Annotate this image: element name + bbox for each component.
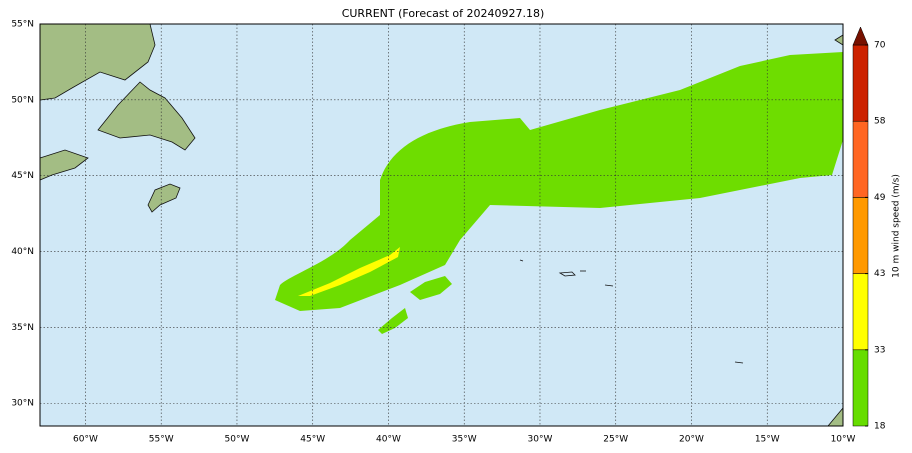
map-frame [39, 23, 844, 427]
y-tick-label: 40°N [11, 247, 34, 257]
y-tick-label: 35°N [11, 323, 34, 333]
x-tick-label: 50°W [225, 435, 250, 445]
y-tick-label: 55°N [11, 20, 34, 30]
y-tick-label: 30°N [11, 399, 34, 409]
colorbar-segment [852, 349, 869, 427]
islands [519, 259, 744, 364]
colorbar-segment [852, 197, 869, 274]
colorbar-extension [852, 26, 869, 46]
colorbar-tick-label: 49 [874, 193, 886, 203]
colorbar-tick-label: 43 [874, 269, 885, 279]
colorbar-tick-label: 70 [874, 41, 886, 51]
colorbar: 18 33 43 49 58 70 [852, 26, 886, 432]
y-tick-label: 50°N [11, 95, 34, 105]
x-tick-label: 35°W [452, 435, 477, 445]
x-tick-label: 45°W [300, 435, 325, 445]
title: CURRENT (Forecast of 20240927.18) [342, 7, 545, 20]
map-area [39, 23, 844, 427]
x-tick-label: 30°W [528, 435, 553, 445]
colorbar-segment [852, 273, 869, 351]
x-tick-label: 15°W [755, 435, 780, 445]
wind-area [275, 52, 843, 334]
x-tick-label: 40°W [376, 435, 401, 445]
colorbar-segment [852, 44, 869, 122]
colorbar-segment [852, 120, 869, 198]
colorbar-tick-label: 18 [874, 422, 886, 432]
x-tick-label: 25°W [603, 435, 628, 445]
colorbar-tick-label: 58 [874, 117, 886, 127]
x-tick-label: 55°W [149, 435, 174, 445]
y-tick-label: 45°N [11, 171, 34, 181]
land [39, 23, 844, 427]
grid [40, 23, 844, 426]
colorbar-label: 10 m wind speed (m/s) [892, 174, 902, 278]
x-tick-label: 20°W [679, 435, 704, 445]
colorbar-tick-label: 33 [874, 345, 885, 355]
x-tick-label: 10°W [831, 435, 856, 445]
x-tick-label: 60°W [73, 435, 98, 445]
